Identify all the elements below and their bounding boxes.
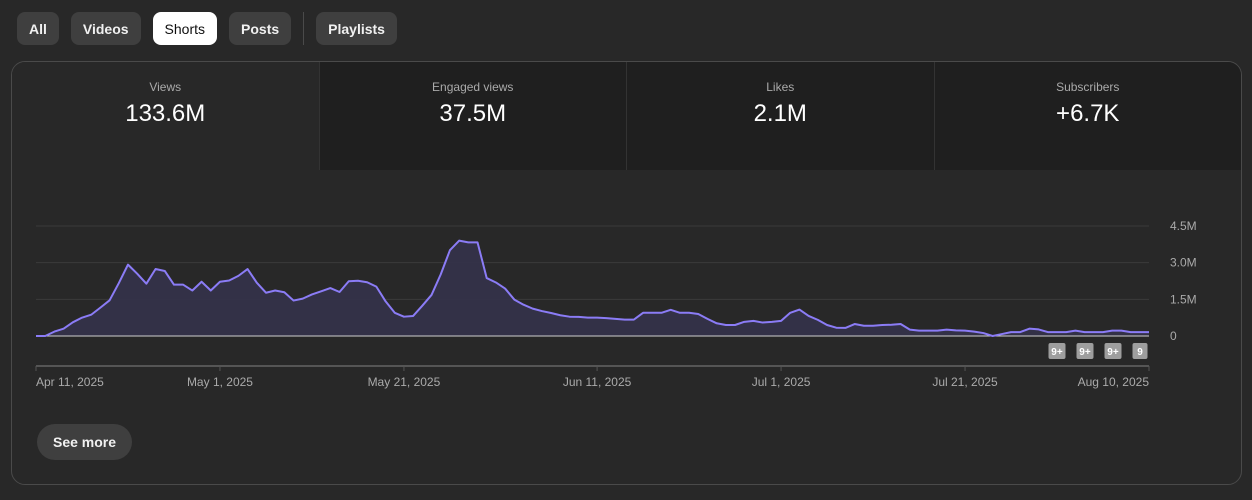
y-tick-label: 1.5M [1170, 292, 1197, 306]
upload-marker[interactable] [1048, 343, 1066, 359]
upload-marker-count: 9+ [1107, 347, 1119, 358]
views-line [36, 239, 1149, 337]
metric-tab-subscribers[interactable]: Subscribers +6.7K [933, 62, 1241, 170]
area-fill [36, 240, 1149, 336]
metric-value: 2.1M [753, 100, 807, 127]
chip-shorts[interactable]: Shorts [152, 12, 218, 45]
chip-posts[interactable]: Posts [229, 12, 292, 45]
x-tick-label: Jul 1, 2025 [752, 375, 811, 389]
x-tick-label: Jul 21, 2025 [932, 375, 998, 389]
metric-label: Subscribers [1056, 80, 1120, 94]
metric-tab-likes[interactable]: Likes 2.1M [626, 62, 934, 170]
metric-tab-views[interactable]: Views 133.6M [12, 62, 319, 170]
x-tick-label: Aug 10, 2025 [1078, 375, 1150, 389]
upload-marker[interactable] [1132, 343, 1148, 359]
metric-label: Engaged views [432, 80, 514, 94]
chip-playlists[interactable]: Playlists [316, 12, 397, 45]
chip-divider [303, 12, 305, 45]
upload-marker-count: 9+ [1079, 347, 1091, 358]
analytics-card: Views 133.6M Engaged views 37.5M Likes 2… [11, 61, 1242, 485]
metric-tabs: Views 133.6M Engaged views 37.5M Likes 2… [12, 62, 1241, 170]
y-tick-label: 4.5M [1170, 219, 1197, 233]
y-tick-label: 3.0M [1170, 256, 1197, 270]
metric-label: Likes [766, 80, 795, 94]
metric-label: Views [149, 80, 182, 94]
x-tick-label: May 1, 2025 [187, 375, 253, 389]
x-tick-label: Apr 11, 2025 [36, 375, 104, 389]
content-type-chips: All Videos Shorts Posts Playlists [17, 12, 397, 45]
chip-videos[interactable]: Videos [70, 12, 141, 45]
upload-marker-count: 9+ [1051, 347, 1063, 358]
upload-marker-count: 9 [1137, 347, 1143, 358]
y-tick-label: 0 [1170, 329, 1177, 343]
metric-value: +6.7K [1056, 100, 1120, 127]
upload-marker[interactable] [1076, 343, 1094, 359]
x-tick-label: Jun 11, 2025 [563, 375, 632, 389]
metric-value: 133.6M [125, 100, 206, 127]
metric-tab-engaged-views[interactable]: Engaged views 37.5M [318, 62, 626, 170]
upload-marker[interactable] [1104, 343, 1122, 359]
see-more-button[interactable]: See more [37, 424, 133, 460]
x-tick-label: May 21, 2025 [368, 375, 441, 389]
chip-all[interactable]: All [17, 12, 59, 45]
metric-value: 37.5M [439, 100, 507, 127]
